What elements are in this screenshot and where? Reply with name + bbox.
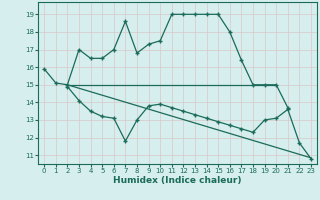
X-axis label: Humidex (Indice chaleur): Humidex (Indice chaleur): [113, 176, 242, 185]
